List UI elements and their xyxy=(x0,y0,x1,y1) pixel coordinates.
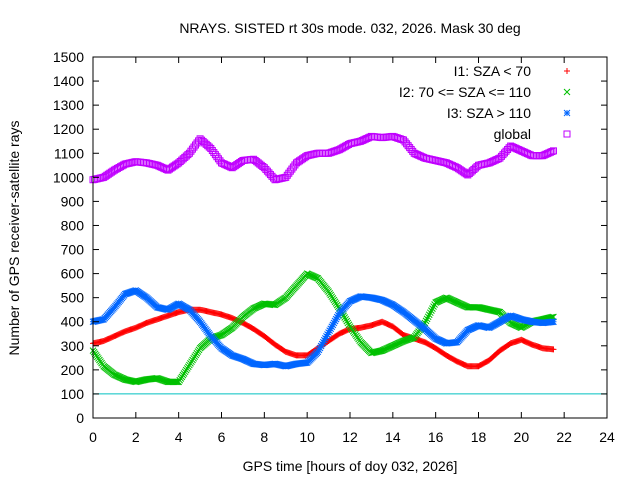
y-tick-label: 1100 xyxy=(54,145,84,161)
legend-marker xyxy=(563,130,571,138)
data-point xyxy=(317,342,325,350)
data-point xyxy=(333,313,341,321)
data-point xyxy=(316,344,324,352)
data-point xyxy=(343,317,351,325)
data-point xyxy=(345,321,353,329)
y-tick-label: 600 xyxy=(61,266,85,282)
x-tick-label: 6 xyxy=(218,429,226,445)
y-tick-label: 1400 xyxy=(53,73,84,89)
x-tick-label: 22 xyxy=(556,429,572,445)
x-tick-label: 4 xyxy=(175,429,183,445)
x-tick-label: 20 xyxy=(514,429,530,445)
y-tick-label: 800 xyxy=(61,217,85,233)
data-point xyxy=(548,148,556,156)
data-point xyxy=(324,331,331,338)
data-point xyxy=(550,318,557,326)
data-point xyxy=(424,313,432,321)
legend-marker xyxy=(563,88,571,96)
data-point xyxy=(332,315,340,323)
data-point xyxy=(172,378,179,386)
plot-area xyxy=(89,132,607,395)
y-tick-label: 300 xyxy=(61,338,85,354)
data-point xyxy=(426,309,434,317)
y-tick-label: 1000 xyxy=(53,169,84,185)
y-tick-label: 1500 xyxy=(53,49,84,65)
data-point xyxy=(331,317,339,325)
x-axis-label: GPS time [hours of doy 032, 2026] xyxy=(243,458,458,474)
data-point xyxy=(217,331,224,339)
y-tick-label: 0 xyxy=(76,410,84,426)
y-tick-label: 200 xyxy=(61,362,85,378)
data-point xyxy=(329,321,337,329)
y-tick-label: 1300 xyxy=(53,97,84,113)
y-tick-label: 400 xyxy=(61,314,85,330)
x-tick-label: 8 xyxy=(260,429,268,445)
x-tick-label: 14 xyxy=(385,429,401,445)
data-point xyxy=(430,303,437,310)
x-axis: 0 2 4 6 8 10 12 14 16 18 20 22 24 xyxy=(89,57,615,445)
data-point xyxy=(320,336,328,344)
y-axis: 0 100 200 300 400 500 600 700 800 900 1000 1100 1200… xyxy=(53,49,607,426)
data-point xyxy=(425,311,433,319)
y-tick-label: 1200 xyxy=(53,121,84,137)
y-tick-label: 700 xyxy=(61,242,85,258)
x-tick-label: 2 xyxy=(132,429,140,445)
data-point xyxy=(422,317,430,325)
chart-title: NRAYS. SISTED rt 30s mode. 032, 2026. Ma… xyxy=(179,20,520,36)
data-point xyxy=(326,327,334,334)
data-point xyxy=(429,305,436,312)
legend-marker xyxy=(563,109,571,117)
y-tick-label: 100 xyxy=(61,386,85,402)
data-point xyxy=(344,319,352,327)
data-point xyxy=(314,348,322,356)
series-4 xyxy=(89,132,557,184)
data-point xyxy=(318,340,326,348)
x-tick-label: 16 xyxy=(428,429,444,445)
series-3 xyxy=(89,287,557,370)
y-tick-label: 500 xyxy=(61,290,85,306)
legend-label: I3: SZA > 110 xyxy=(447,105,531,121)
legend: I1: SZA < 70 I2: 70 <= SZA <= 110 I3: SZA … xyxy=(399,63,571,142)
series-2 xyxy=(89,270,557,386)
data-point xyxy=(334,311,342,319)
data-point xyxy=(315,346,323,354)
data-point xyxy=(423,315,431,323)
legend-label: I1: SZA < 70 xyxy=(454,63,532,79)
data-point xyxy=(322,334,329,342)
x-tick-label: 12 xyxy=(342,429,358,445)
x-tick-label: 10 xyxy=(299,429,315,445)
data-point xyxy=(323,333,330,340)
data-point xyxy=(325,329,332,336)
data-point xyxy=(330,319,338,327)
data-point xyxy=(328,323,336,331)
legend-label: global xyxy=(494,126,531,142)
data-point xyxy=(550,346,557,353)
data-point xyxy=(494,308,502,315)
data-point xyxy=(549,147,557,155)
data-point xyxy=(319,338,327,346)
legend-label: I2: 70 <= SZA <= 110 xyxy=(399,84,531,100)
data-point xyxy=(341,314,348,321)
x-tick-label: 0 xyxy=(89,429,97,445)
data-point xyxy=(342,315,350,323)
x-tick-label: 18 xyxy=(471,429,487,445)
data-point xyxy=(550,313,557,321)
y-tick-label: 900 xyxy=(61,193,85,209)
legend-marker xyxy=(564,68,570,74)
data-point xyxy=(327,325,335,333)
x-tick-label: 24 xyxy=(599,429,615,445)
y-axis-label: Number of GPS receiver-satellite rays xyxy=(6,121,22,356)
data-point xyxy=(428,307,435,315)
data-point xyxy=(173,378,180,386)
